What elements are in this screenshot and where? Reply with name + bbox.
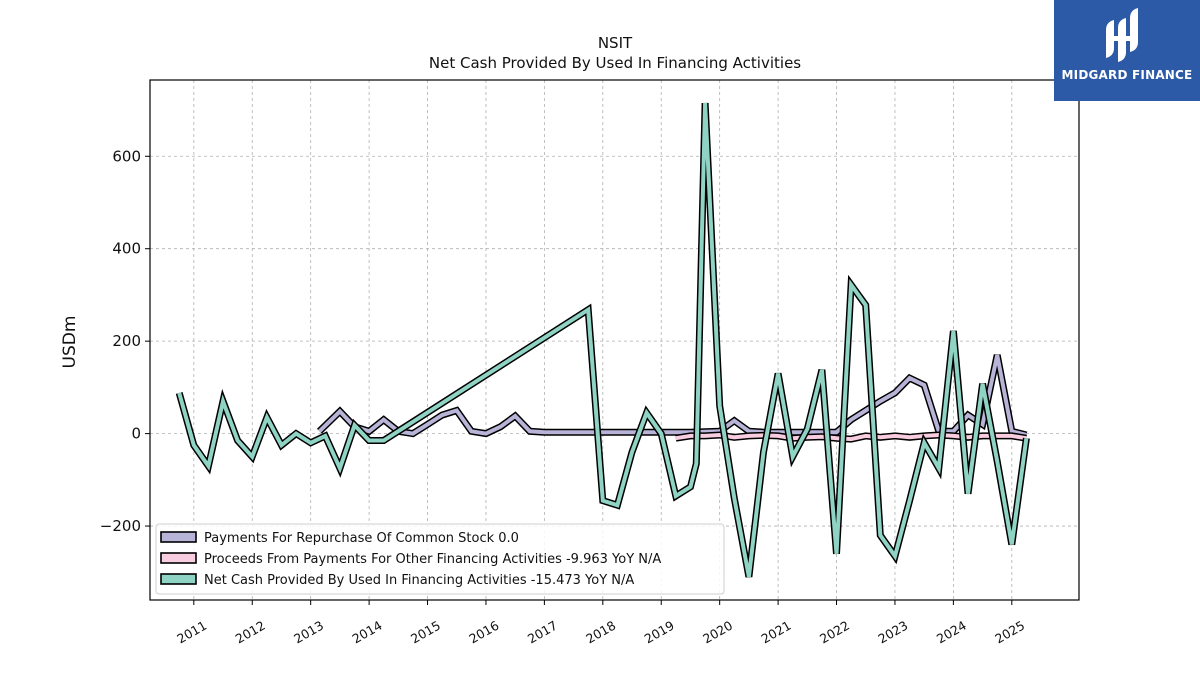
y-tick-label: 0: [131, 425, 141, 443]
logo-icon: [1106, 8, 1138, 62]
series-stroke: [675, 432, 1027, 442]
x-tick-label: 2014: [350, 618, 385, 647]
series-line-net-financing: [175, 102, 1030, 578]
x-tick-label: 2017: [525, 618, 560, 647]
grid: [150, 80, 1079, 600]
x-tick-label: 2024: [934, 618, 969, 647]
plot-frame: [149, 79, 1080, 601]
series-stroke: [318, 354, 1027, 437]
x-tick-label: 2012: [233, 618, 268, 647]
brand-logo: MIDGARD FINANCE: [1054, 0, 1200, 101]
x-tick-label: 2016: [466, 618, 501, 647]
x-tick-label: 2018: [583, 618, 618, 647]
y-tick-label: 200: [112, 332, 141, 350]
series-line-other-financing: [675, 431, 1027, 443]
y-tick-label: 600: [112, 147, 141, 165]
y-axis-label: USDm: [60, 316, 80, 369]
x-tick-label: 2020: [700, 618, 735, 647]
legend-label: Net Cash Provided By Used In Financing A…: [204, 573, 634, 588]
x-tick-label: 2025: [992, 618, 1027, 647]
legend-label: Payments For Repurchase Of Common Stock …: [204, 531, 519, 546]
chart-subtitle: Net Cash Provided By Used In Financing A…: [429, 54, 801, 72]
series-outline: [316, 354, 1028, 439]
x-tick-label: 2022: [817, 618, 852, 647]
legend-swatch: [160, 573, 197, 585]
x-tick-label: 2023: [875, 618, 910, 647]
x-tick-label: 2013: [291, 618, 326, 647]
logo-text: MIDGARD FINANCE: [1061, 68, 1193, 82]
x-tick-label: 2011: [174, 618, 209, 647]
y-tick-label: −200: [100, 517, 141, 535]
x-tick-label: 2015: [408, 618, 443, 647]
legend-box: [155, 523, 725, 595]
legend-swatch: [160, 531, 197, 543]
plot-lines: [175, 102, 1030, 578]
x-tick-label: 2021: [759, 618, 794, 647]
chart-title: NSIT: [598, 34, 633, 52]
y-tick-label: 400: [112, 240, 141, 258]
legend: Payments For Repurchase Of Common Stock …: [155, 523, 725, 595]
series-stroke: [177, 103, 1029, 578]
legend-swatch: [160, 552, 197, 564]
series-line-repurchase: [316, 354, 1028, 439]
legend-label: Proceeds From Payments For Other Financi…: [204, 552, 661, 567]
x-tick-label: 2019: [642, 618, 677, 647]
